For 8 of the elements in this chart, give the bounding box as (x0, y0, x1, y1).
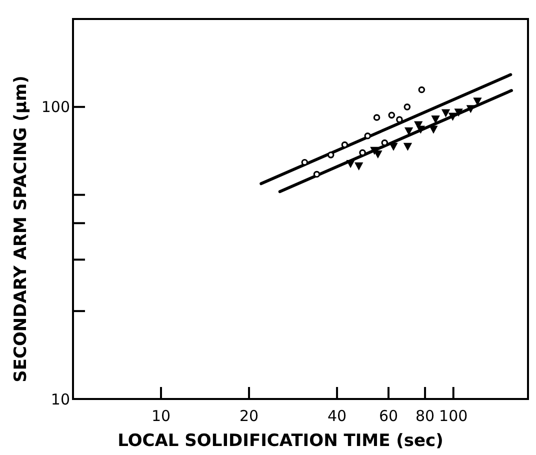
x-tick-label: 40 (327, 407, 347, 425)
x-tick-label: 80 (415, 407, 435, 425)
x-axis-title: LOCAL SOLIDIFICATION TIME (sec) (118, 431, 444, 451)
y-axis-title: SECONDARY ARM SPACING (µm) (11, 76, 31, 382)
x-tick-label: 10 (151, 407, 171, 425)
x-tick-label: 100 (439, 407, 468, 425)
x-tick-label: 60 (378, 407, 398, 425)
x-tick-label: 20 (239, 407, 259, 425)
